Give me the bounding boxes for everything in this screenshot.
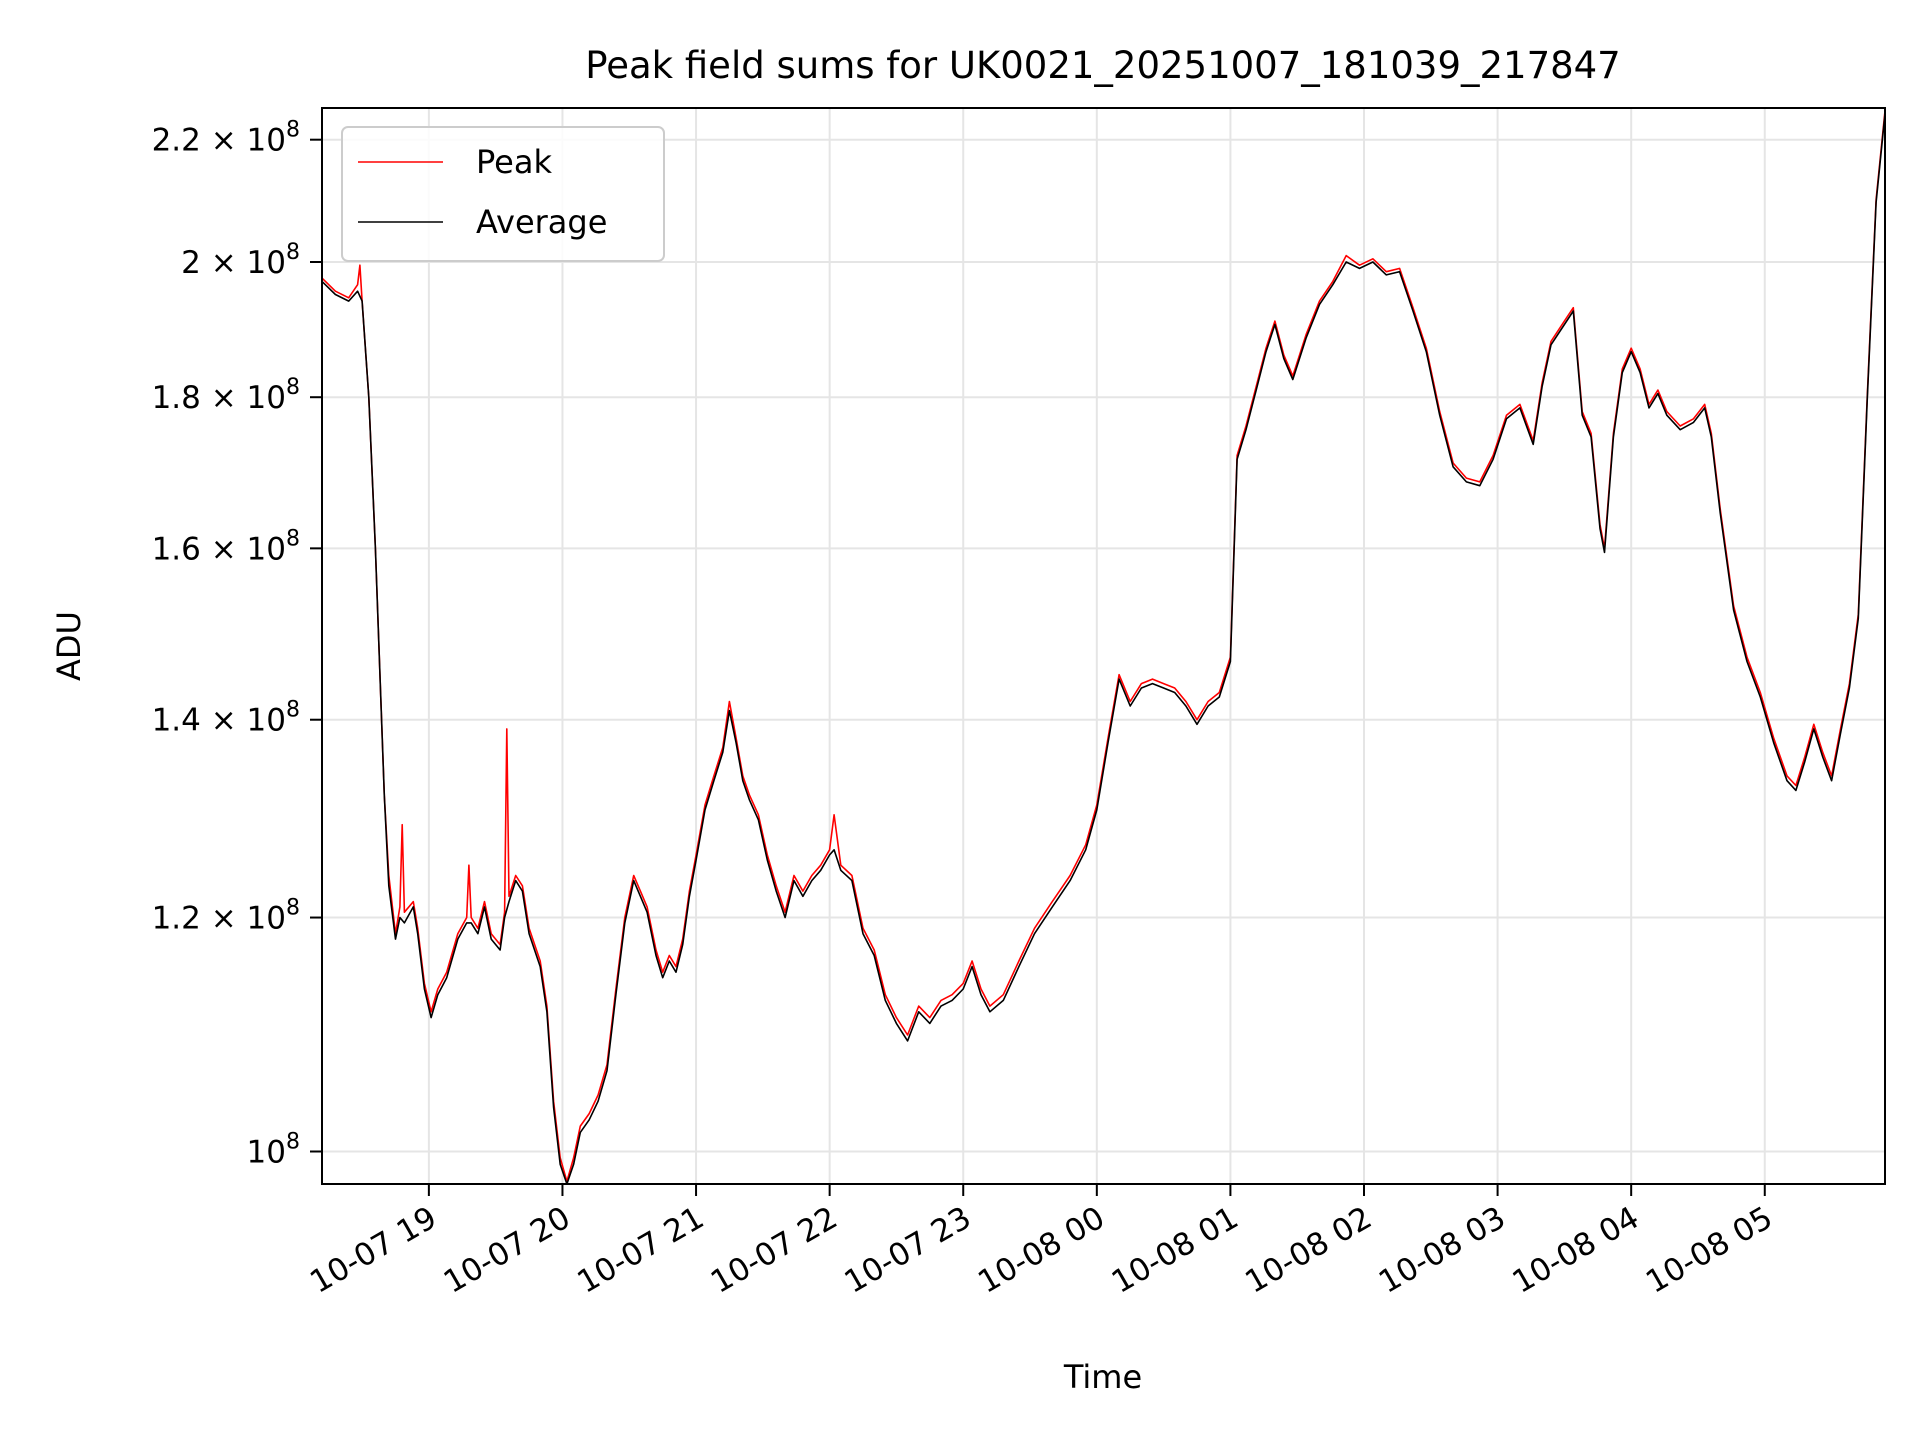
y-tick-label-base: 1.4 × 10 [152, 703, 286, 739]
y-tick-label-exponent: 8 [286, 698, 300, 723]
y-tick-label-base: 1.8 × 10 [152, 380, 286, 416]
y-tick-label-exponent: 8 [286, 896, 300, 921]
y-tick-label-exponent: 8 [286, 118, 300, 143]
chart-title: Peak field sums for UK0021_20251007_1810… [585, 44, 1620, 87]
y-tick-label: 1.6 × 108 [152, 526, 300, 567]
series-line-average [321, 113, 1886, 1185]
y-tick-label: 2 × 108 [181, 240, 300, 281]
y-tick-label-exponent: 8 [286, 1130, 300, 1155]
y-tick-label-exponent: 8 [286, 375, 300, 400]
y-tick-label-base: 1.6 × 10 [152, 531, 286, 567]
legend-box [341, 126, 665, 262]
y-tick-label: 1.8 × 108 [152, 375, 300, 416]
y-tick-label: 1.4 × 108 [152, 698, 300, 739]
legend: Peak Average [341, 126, 665, 262]
x-axis-label: Time [1063, 1358, 1142, 1396]
plot-frame [321, 107, 1886, 1185]
y-tick-label-base: 2 × 10 [181, 245, 286, 281]
y-axis-label: ADU [50, 611, 88, 681]
y-tick-label-base: 10 [247, 1135, 286, 1171]
y-tick-label: 1.2 × 108 [152, 896, 300, 937]
legend-label-peak: Peak [476, 143, 552, 181]
y-tick-label: 2.2 × 108 [152, 118, 300, 159]
y-tick-label: 108 [247, 1130, 300, 1171]
y-tick-label-exponent: 8 [286, 526, 300, 551]
plot-series [321, 110, 1886, 1185]
grid-lines [322, 108, 1885, 1184]
y-tick-label-base: 1.2 × 10 [152, 901, 286, 937]
y-tick-label-base: 2.2 × 10 [152, 123, 286, 159]
legend-label-average: Average [476, 203, 607, 241]
y-tick-label-exponent: 8 [286, 240, 300, 265]
